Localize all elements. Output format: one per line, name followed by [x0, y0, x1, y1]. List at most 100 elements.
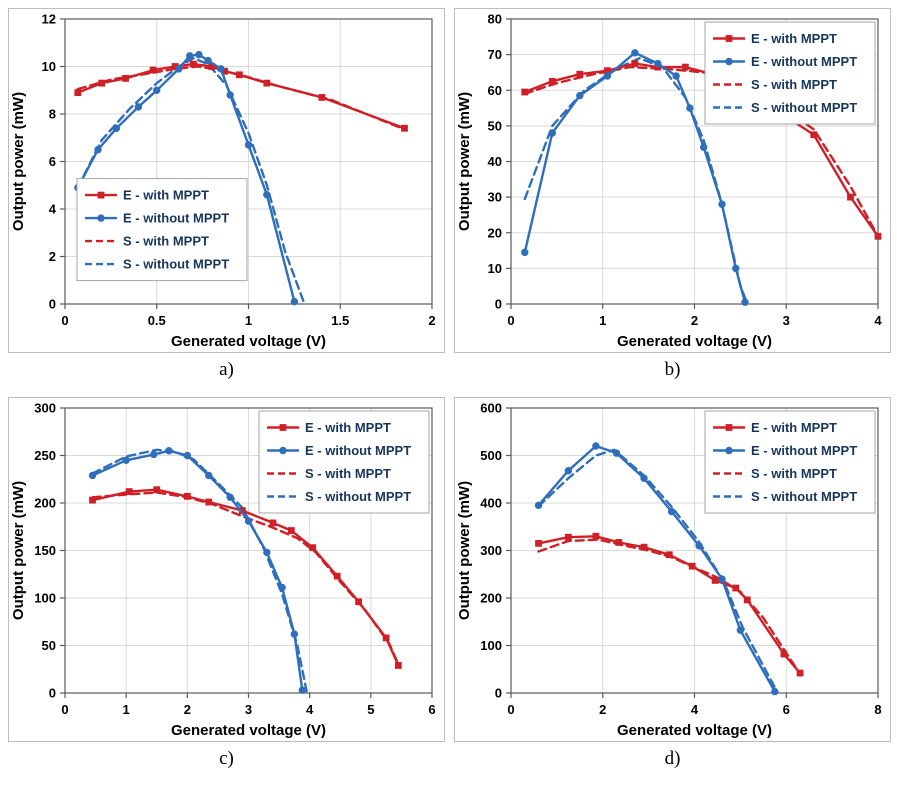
square-marker	[153, 486, 161, 494]
x-tick-label: 4	[691, 702, 699, 717]
circle-marker	[278, 583, 286, 592]
x-tick-label: 2	[184, 702, 191, 717]
legend-label: S - without MPPT	[305, 489, 411, 504]
circle-marker	[741, 298, 749, 306]
y-axis-label: Output power (mW)	[10, 481, 27, 620]
circle-marker	[631, 49, 639, 57]
circle-marker	[667, 507, 676, 516]
circle-marker	[205, 471, 213, 480]
y-tick-label: 50	[42, 638, 56, 653]
y-tick-label: 10	[488, 261, 502, 276]
circle-marker	[88, 471, 97, 480]
square-marker	[205, 498, 213, 506]
y-axis-label: Output power (mW)	[10, 92, 27, 231]
circle-marker	[186, 52, 194, 60]
chart-frame-c: 0 1 2 3 4 5 6 0 50 100 150 200 250 300 Generated volta…	[8, 397, 445, 742]
circle-marker	[226, 91, 234, 99]
x-tick-label: 0	[61, 313, 68, 328]
square-marker	[810, 131, 818, 139]
panel-label-d: d)	[664, 748, 681, 769]
circle-marker	[771, 687, 779, 696]
square-marker	[521, 88, 529, 96]
x-tick-label: 4	[874, 313, 882, 328]
circle-marker	[94, 145, 102, 154]
panel-label-b: b)	[664, 359, 681, 380]
square-marker	[221, 67, 229, 75]
x-tick-label: 2	[428, 313, 435, 328]
legend-label: E - without MPPT	[305, 443, 411, 458]
square-marker	[603, 67, 611, 75]
y-tick-label: 80	[488, 12, 502, 27]
circle-marker	[165, 447, 173, 455]
legend-label: E - with MPPT	[305, 420, 391, 435]
circle-marker	[612, 449, 621, 457]
y-tick-label: 300	[34, 401, 56, 416]
y-tick-label: 30	[488, 190, 502, 205]
x-axis-label: Generated voltage (V)	[171, 722, 326, 739]
circle-marker	[564, 467, 573, 475]
panel-d: 0 2 4 6 8 0 100 200 300 400 500 600 Generated voltag…	[454, 397, 891, 786]
y-tick-label: 200	[480, 591, 502, 606]
legend-label: S - without MPPT	[123, 257, 229, 272]
square-marker	[535, 539, 542, 547]
square-marker	[711, 577, 719, 584]
circle-marker	[298, 686, 307, 694]
y-tick-label: 0	[495, 686, 502, 701]
y-tick-label: 250	[34, 448, 56, 463]
square-marker	[122, 74, 129, 82]
legend-circle-marker	[725, 446, 733, 455]
x-tick-label: 3	[245, 702, 252, 717]
x-tick-label: 2	[599, 702, 606, 717]
circle-marker	[699, 143, 708, 151]
y-tick-label: 70	[488, 47, 502, 62]
y-tick-label: 50	[488, 118, 502, 133]
square-marker	[183, 492, 191, 500]
square-marker	[382, 634, 390, 642]
x-tick-label: 0	[507, 702, 514, 717]
x-tick-label: 6	[783, 702, 790, 717]
square-marker	[874, 232, 882, 240]
x-tick-label: 8	[874, 702, 881, 717]
square-marker	[355, 598, 362, 606]
panel-label-a: a)	[219, 359, 234, 380]
square-marker	[208, 63, 216, 70]
legend-square-marker	[97, 191, 105, 199]
legend-label: S - without MPPT	[751, 489, 857, 504]
square-marker	[89, 496, 96, 504]
legend-label: S - with MPPT	[751, 466, 837, 481]
x-tick-label: 1.5	[331, 313, 349, 328]
legend-label: E - without MPPT	[751, 443, 857, 458]
circle-marker	[576, 91, 584, 100]
circle-marker	[244, 517, 253, 525]
circle-marker	[226, 493, 234, 501]
square-marker	[631, 60, 639, 67]
circle-marker	[122, 456, 130, 464]
square-marker	[125, 488, 133, 495]
y-tick-label: 600	[480, 401, 502, 416]
y-tick-label: 150	[34, 543, 56, 558]
y-axis-label: Output power (mW)	[456, 92, 473, 231]
chart-frame-d: 0 2 4 6 8 0 100 200 300 400 500 600 Generated voltag…	[454, 397, 891, 742]
x-tick-label: 2	[691, 313, 698, 328]
square-marker	[615, 539, 623, 546]
y-tick-label: 200	[34, 496, 56, 511]
circle-marker	[134, 103, 143, 111]
y-tick-label: 6	[49, 154, 56, 169]
y-tick-label: 100	[480, 638, 502, 653]
chart-frame-b: 0 1 2 3 4 0 10 20 30 40 50 60 70 80 Generated voltage …	[454, 8, 891, 353]
series-line	[537, 538, 802, 676]
circle-marker	[217, 65, 225, 73]
circle-marker	[732, 264, 740, 273]
square-marker	[235, 71, 243, 79]
circle-marker	[290, 630, 299, 638]
square-marker	[74, 89, 82, 97]
square-marker	[287, 527, 295, 534]
square-marker	[98, 79, 106, 87]
circle-marker	[263, 548, 271, 557]
chart-c: 0 1 2 3 4 5 6 0 50 100 150 200 250 300 Generated volta…	[10, 401, 436, 740]
square-marker	[847, 193, 854, 201]
square-marker	[796, 669, 804, 677]
legend-label: E - without MPPT	[123, 211, 229, 226]
